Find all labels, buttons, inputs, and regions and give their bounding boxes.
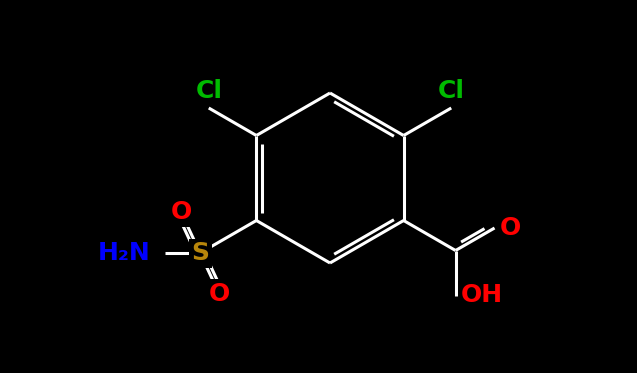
Text: H₂N: H₂N [97,241,150,265]
Text: S: S [191,241,209,265]
Text: O: O [171,200,192,224]
Text: OH: OH [461,283,503,307]
Text: Cl: Cl [438,79,465,103]
Text: Cl: Cl [196,79,222,103]
Text: O: O [499,216,521,240]
Text: O: O [208,282,230,306]
